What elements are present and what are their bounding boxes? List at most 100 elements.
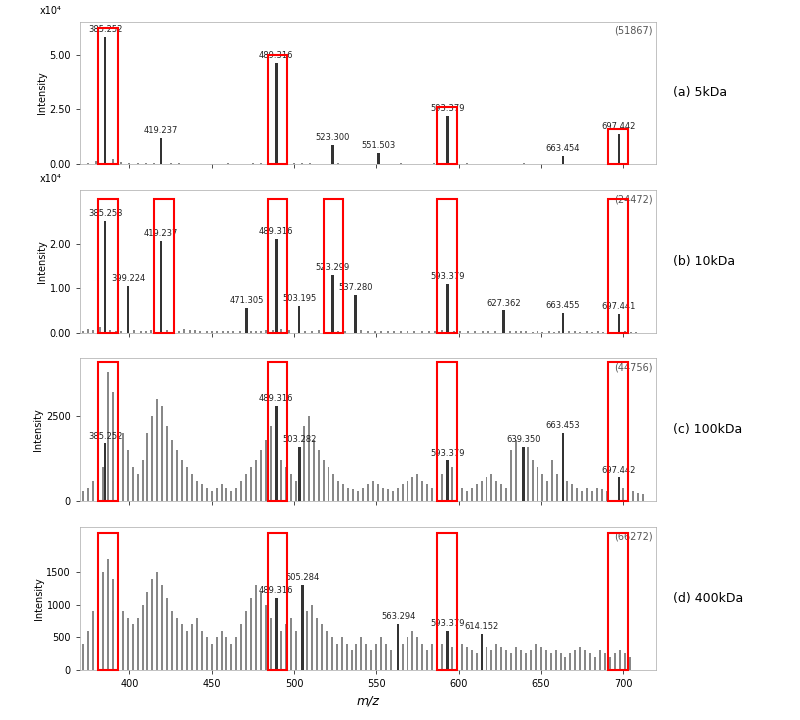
Bar [160, 241, 162, 333]
Bar [372, 481, 374, 501]
Bar [311, 331, 313, 333]
Bar [112, 392, 114, 501]
Text: 385.252: 385.252 [88, 431, 122, 441]
Bar [285, 163, 286, 164]
Bar [190, 330, 191, 333]
Text: 489.316: 489.316 [259, 51, 294, 60]
Bar [221, 484, 222, 501]
Bar [531, 460, 534, 501]
Text: (66272): (66272) [614, 531, 653, 541]
Bar [531, 332, 534, 333]
Bar [87, 487, 90, 501]
Bar [305, 330, 306, 333]
Bar [486, 647, 487, 670]
Bar [377, 484, 379, 501]
Bar [426, 484, 428, 501]
Bar [397, 624, 399, 670]
Bar [102, 572, 104, 670]
Bar [530, 650, 532, 670]
Bar [571, 484, 573, 501]
Bar [490, 650, 493, 670]
Bar [619, 650, 621, 670]
Bar [476, 653, 478, 670]
Bar [374, 331, 375, 333]
Bar [515, 440, 517, 501]
Bar [170, 163, 171, 164]
Bar [495, 644, 498, 670]
Bar [553, 332, 555, 333]
Bar [268, 199, 287, 333]
Bar [87, 329, 90, 333]
Bar [137, 618, 138, 670]
Bar [466, 647, 468, 670]
Bar [222, 331, 224, 333]
Text: 614.152: 614.152 [465, 622, 499, 631]
Bar [406, 637, 409, 670]
Text: x10⁴: x10⁴ [40, 6, 62, 16]
Bar [537, 467, 538, 501]
Bar [181, 460, 183, 501]
Bar [558, 331, 560, 333]
Bar [338, 331, 339, 333]
Text: (24472): (24472) [614, 194, 653, 204]
Bar [579, 332, 582, 333]
Bar [178, 163, 180, 164]
Bar [331, 275, 334, 333]
Bar [333, 474, 334, 501]
Bar [586, 487, 588, 501]
Bar [298, 306, 301, 333]
Text: 593.379: 593.379 [430, 618, 465, 628]
Bar [112, 159, 114, 164]
Bar [230, 644, 232, 670]
Text: (c) 100kDa: (c) 100kDa [674, 423, 742, 436]
Bar [361, 330, 362, 333]
Bar [537, 331, 538, 333]
Bar [310, 163, 311, 164]
Bar [591, 332, 593, 333]
Bar [145, 331, 147, 333]
Bar [579, 647, 582, 670]
Text: (d) 400kDa: (d) 400kDa [674, 592, 743, 605]
Bar [87, 631, 90, 670]
Bar [246, 308, 248, 333]
Text: 697.442: 697.442 [602, 122, 636, 131]
Bar [322, 330, 325, 333]
Bar [331, 145, 334, 164]
Bar [347, 487, 350, 501]
Bar [367, 330, 369, 333]
Bar [321, 624, 323, 670]
Bar [510, 450, 512, 501]
Bar [252, 163, 254, 164]
Bar [142, 605, 143, 670]
Bar [525, 653, 527, 670]
Bar [265, 330, 267, 333]
Bar [520, 331, 522, 333]
Bar [199, 330, 201, 333]
Bar [196, 618, 198, 670]
Bar [591, 491, 593, 501]
Bar [441, 330, 443, 333]
Bar [178, 331, 180, 333]
Bar [132, 467, 134, 501]
Bar [525, 331, 527, 333]
Bar [568, 331, 570, 333]
Bar [622, 487, 624, 501]
Bar [176, 450, 178, 501]
Bar [609, 657, 611, 670]
Bar [598, 331, 599, 333]
Bar [162, 585, 163, 670]
Bar [306, 611, 308, 670]
Y-axis label: Intensity: Intensity [37, 71, 46, 114]
Bar [385, 644, 387, 670]
Text: 663.454: 663.454 [546, 144, 580, 153]
Bar [92, 611, 94, 670]
Bar [290, 618, 292, 670]
Bar [82, 330, 84, 333]
Text: 489.316: 489.316 [259, 586, 294, 595]
Bar [630, 332, 632, 333]
Bar [589, 653, 591, 670]
Text: 385.253: 385.253 [88, 210, 122, 218]
Bar [632, 491, 634, 501]
Bar [318, 330, 320, 333]
Bar [627, 490, 629, 501]
